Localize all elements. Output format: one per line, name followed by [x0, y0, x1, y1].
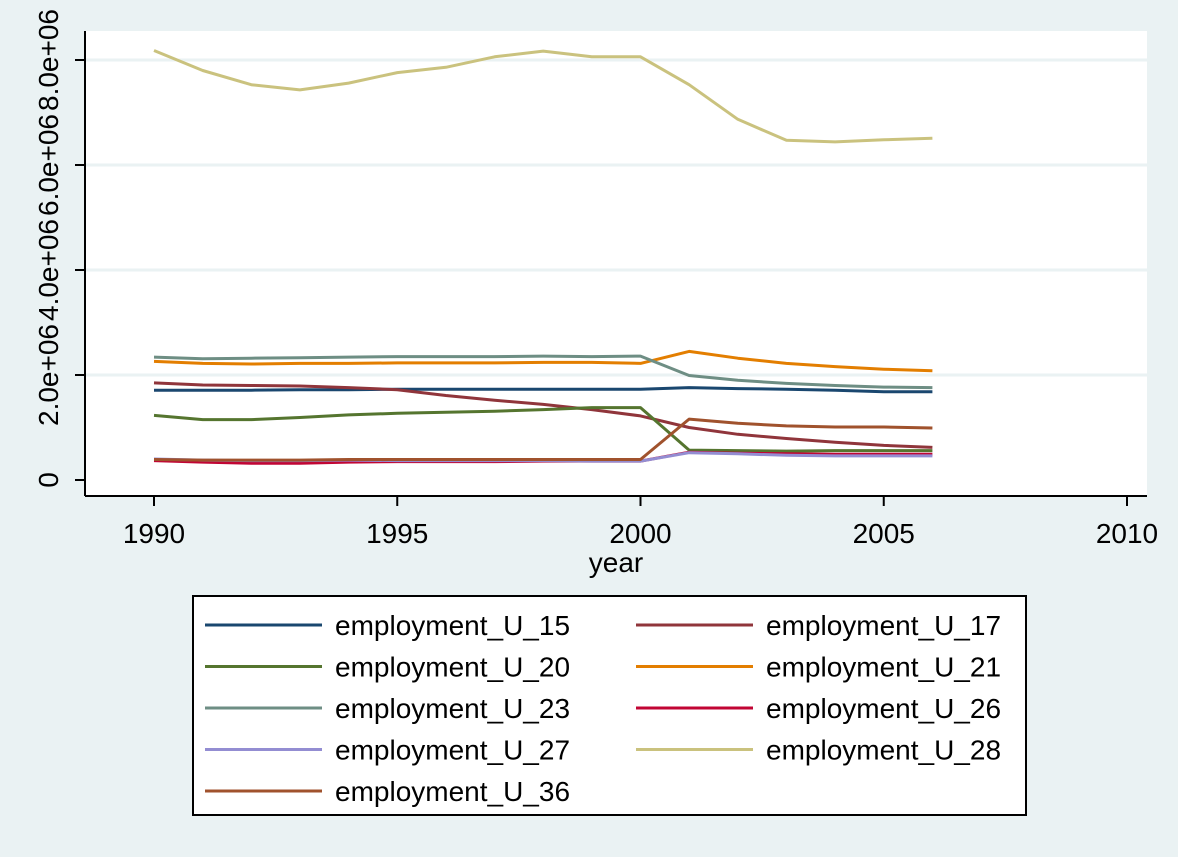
y-tick-label: 0 — [33, 472, 64, 488]
legend-label: employment_U_28 — [766, 735, 1001, 766]
legend-label: employment_U_36 — [335, 776, 570, 807]
series-lines — [153, 49, 933, 465]
series-line-employment_U_15 — [154, 386, 933, 394]
y-tick-label: 4.0e+06 — [33, 219, 64, 321]
series-line-employment_U_28 — [153, 49, 933, 144]
legend-label: employment_U_23 — [335, 693, 570, 724]
legend-label: employment_U_17 — [766, 610, 1001, 641]
series-line-employment_U_20 — [153, 406, 933, 453]
legend-box — [192, 595, 1027, 816]
x-tick-label: 2000 — [609, 518, 671, 549]
x-tick-label: 1990 — [123, 518, 185, 549]
y-axis-ticks: 0 2.0e+064.0e+066.0e+068.0e+06 — [33, 9, 85, 488]
gridlines — [85, 58, 1147, 377]
legend: employment_U_15 employment_U_17 employment… — [205, 610, 1001, 807]
series-line-employment_U_23 — [153, 354, 933, 390]
legend-label: employment_U_20 — [335, 652, 570, 683]
legend-label: employment_U_15 — [335, 610, 570, 641]
series-line-employment_U_17 — [153, 381, 933, 449]
y-tick-label: 6.0e+06 — [33, 114, 64, 216]
legend-label: employment_U_26 — [766, 693, 1001, 724]
x-axis-ticks: 1990 1995 2000 2005 2010 — [123, 496, 1158, 549]
y-tick-label: 2.0e+06 — [33, 324, 64, 426]
plot-area — [85, 31, 1147, 496]
legend-label: employment_U_21 — [766, 652, 1001, 683]
legend-label: employment_U_27 — [335, 735, 570, 766]
x-tick-label: 2005 — [853, 518, 915, 549]
series-line-employment_U_21 — [153, 349, 933, 373]
x-axis-title: year — [589, 547, 643, 578]
x-tick-label: 2010 — [1096, 518, 1158, 549]
x-tick-label: 1995 — [366, 518, 428, 549]
series-line-employment_U_36 — [153, 417, 933, 462]
y-tick-label: 8.0e+06 — [33, 9, 64, 111]
